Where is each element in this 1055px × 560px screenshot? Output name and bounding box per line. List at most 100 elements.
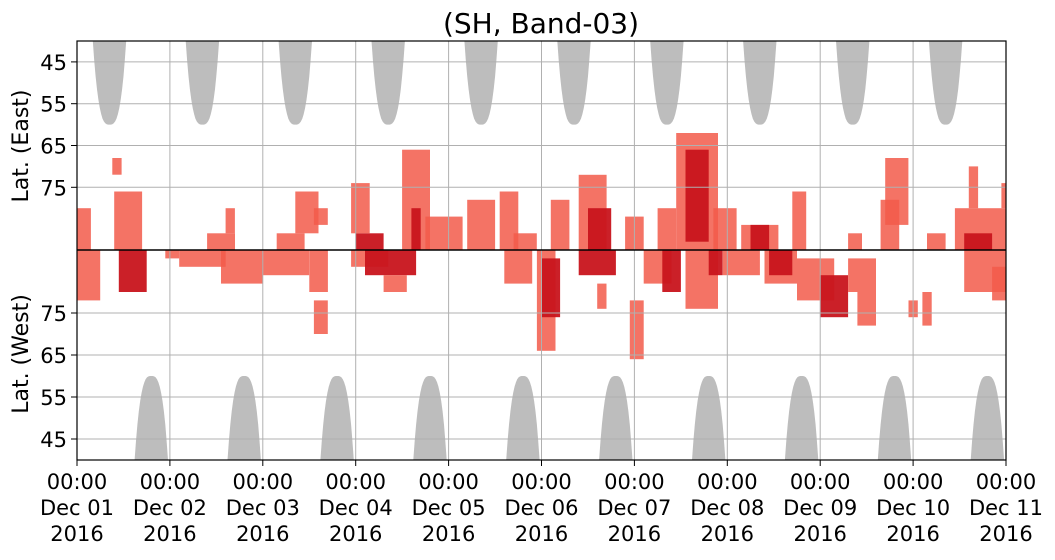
activity-patch-6: [179, 250, 226, 267]
x-tick-label-0-2: 2016: [50, 522, 103, 546]
activity-patch-2: [112, 158, 122, 175]
y-tick-label-west-0: 75: [40, 302, 67, 326]
activity-patch-29: [541, 258, 561, 318]
daylight-lobe-east-2: [278, 41, 312, 125]
x-tick-label-8-2: 2016: [793, 522, 846, 546]
x-tick-label-6-1: Dec 07: [597, 496, 671, 520]
x-tick-label-1-1: Dec 02: [133, 496, 207, 520]
activity-patch-43: [708, 250, 723, 276]
y-ticks: 45 55 65 75 75 65 55 45: [40, 51, 77, 452]
activity-patch-0: [77, 208, 91, 250]
activity-patch-7: [207, 233, 235, 250]
activity-patch-20: [383, 275, 407, 292]
daylight-lobe-west-8: [877, 376, 912, 460]
daylight-lobe-west-9: [970, 376, 1005, 460]
x-tick-label-2-2: 2016: [236, 522, 289, 546]
activity-patch-50: [769, 250, 793, 276]
activity-patch-41: [685, 149, 709, 242]
x-tick-label-6-2: 2016: [608, 522, 661, 546]
daylight-lobe-east-0: [92, 41, 127, 125]
activity-layer: [77, 133, 1006, 360]
daylight-lobe-east-5: [557, 41, 591, 125]
activity-patch-27: [504, 250, 533, 284]
x-tick-label-4-2: 2016: [422, 522, 475, 546]
activity-patch-45: [722, 250, 760, 276]
activity-patch-1: [77, 250, 101, 301]
activity-patch-44: [713, 208, 737, 250]
activity-patch-57: [880, 199, 900, 250]
x-tick-label-10-2: 2016: [979, 522, 1032, 546]
daylight-lobe-west-5: [599, 376, 633, 460]
activity-patch-48: [792, 191, 807, 250]
activity-patch-11: [276, 233, 305, 250]
activity-patch-3: [114, 191, 143, 250]
activity-patch-59: [927, 233, 946, 250]
activity-patch-19: [365, 250, 417, 276]
activity-patch-36: [629, 300, 644, 360]
x-tick-label-0-0: 00:00: [47, 470, 108, 494]
activity-patch-34: [597, 283, 607, 309]
x-tick-label-1-0: 00:00: [140, 470, 201, 494]
daylight-lobe-east-4: [464, 41, 498, 125]
x-tick-label-5-0: 00:00: [511, 470, 572, 494]
activity-patch-38: [657, 208, 677, 250]
x-tick-label-2-1: Dec 03: [226, 496, 300, 520]
daylight-lobe-west-0: [134, 376, 168, 460]
y-tick-label-east-2: 65: [40, 135, 67, 159]
activity-patch-54: [848, 258, 876, 292]
daylight-lobe-west-4: [506, 376, 540, 460]
activity-patch-52: [820, 275, 849, 318]
activity-patch-4: [118, 250, 147, 292]
x-tick-label-8-1: Dec 09: [783, 496, 857, 520]
activity-patch-17: [355, 233, 384, 250]
activity-patch-30: [550, 199, 570, 250]
activity-patch-62: [964, 233, 993, 250]
activity-patch-9: [221, 250, 263, 284]
daylight-lobe-east-3: [371, 41, 405, 125]
activity-patch-32: [588, 208, 612, 250]
x-tick-label-8-0: 00:00: [790, 470, 851, 494]
x-tick-label-0-1: Dec 01: [40, 496, 114, 520]
daylight-lobe-east-7: [743, 41, 777, 125]
activity-patch-23: [425, 216, 463, 250]
activity-patch-14: [309, 250, 328, 292]
activity-patch-24: [467, 199, 496, 250]
daylight-lobe-west-1: [227, 376, 261, 460]
x-tick-label-9-1: Dec 10: [876, 496, 950, 520]
activity-patch-5: [165, 250, 180, 259]
activity-patch-47: [750, 224, 770, 250]
daylight-lobe-west-2: [320, 376, 354, 460]
x-tick-label-10-0: 00:00: [976, 470, 1037, 494]
activity-patch-65: [992, 266, 1006, 301]
x-tick-label-7-2: 2016: [701, 522, 754, 546]
x-tick-label-6-0: 00:00: [604, 470, 665, 494]
x-tick-label-3-1: Dec 04: [319, 496, 393, 520]
y-tick-label-east-0: 45: [40, 51, 67, 75]
activity-patch-26: [513, 233, 537, 250]
y-tick-label-west-2: 55: [40, 386, 67, 410]
y-tick-label-east-1: 55: [40, 93, 67, 117]
activity-patch-18: [351, 183, 370, 234]
y-tick-label-west-3: 45: [40, 428, 67, 452]
y-axis-label-east: Lat. (East): [9, 90, 34, 203]
y-tick-label-east-3: 75: [40, 176, 67, 200]
daylight-lobe-east-9: [928, 41, 963, 125]
activity-patch-60: [922, 292, 932, 326]
x-tick-label-3-2: 2016: [329, 522, 382, 546]
activity-patch-22: [411, 208, 421, 250]
x-tick-label-7-0: 00:00: [697, 470, 758, 494]
activity-patch-66: [1001, 183, 1006, 209]
x-tick-label-2-0: 00:00: [233, 470, 294, 494]
x-tick-label-4-0: 00:00: [418, 470, 479, 494]
daylight-lobe-east-6: [650, 41, 684, 125]
activity-patch-13: [313, 208, 328, 225]
x-tick-label-5-2: 2016: [515, 522, 568, 546]
daylight-lobe-west-6: [692, 376, 726, 460]
x-tick-label-10-1: Dec 11: [969, 496, 1043, 520]
activity-patch-33: [578, 250, 616, 276]
x-tick-label-9-2: 2016: [886, 522, 939, 546]
activity-patch-55: [857, 292, 876, 326]
x-tick-label-4-1: Dec 05: [412, 496, 486, 520]
chart-title: (SH, Band-03): [443, 7, 639, 40]
y-axis-label-west: Lat. (West): [9, 294, 34, 414]
